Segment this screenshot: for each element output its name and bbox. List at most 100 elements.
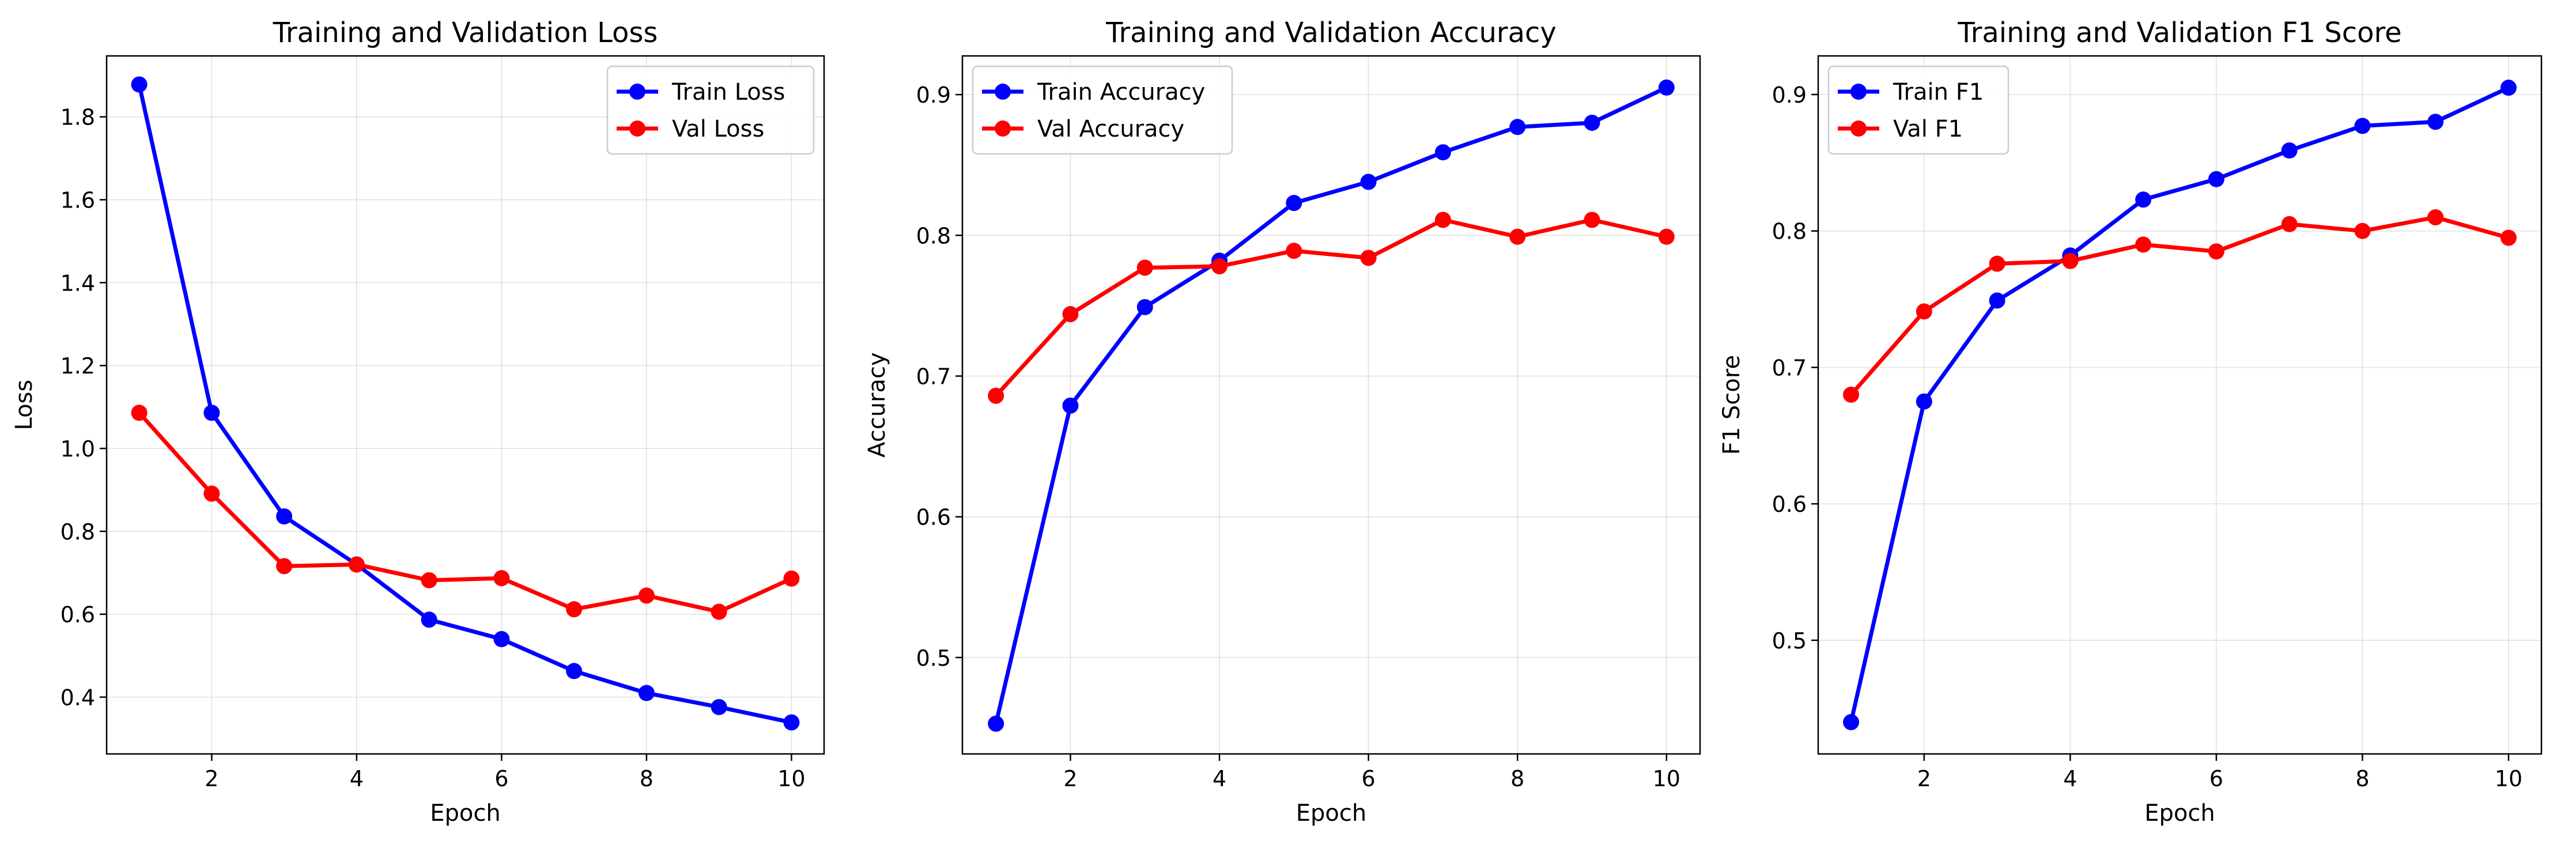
- y-tick-label: 1.2: [61, 353, 95, 379]
- y-tick-label: 0.6: [916, 505, 951, 530]
- data-point: [1843, 386, 1860, 403]
- plot-frame: [961, 55, 1701, 755]
- legend-entry-label: Train F1: [1893, 79, 1984, 105]
- data-point: [711, 699, 727, 715]
- y-tick-label: 0.8: [1772, 219, 1807, 244]
- chart-title: Training and Validation Loss: [273, 17, 658, 49]
- data-point: [1989, 255, 2005, 272]
- y-axis-label: Accuracy: [864, 352, 890, 458]
- data-point: [1136, 259, 1153, 276]
- data-point: [566, 663, 583, 680]
- data-point: [493, 631, 510, 647]
- data-point: [1989, 292, 2005, 309]
- data-point: [1360, 250, 1377, 266]
- data-point: [2135, 191, 2152, 208]
- y-axis-label: Loss: [11, 380, 37, 431]
- legend-entry-label: Val Loss: [672, 116, 764, 142]
- x-axis-label: Epoch: [2144, 800, 2215, 827]
- x-axis-label: Epoch: [1296, 800, 1366, 827]
- series-line-2: [994, 217, 1669, 398]
- legend-swatch-marker: [629, 84, 645, 100]
- data-point: [2281, 142, 2298, 159]
- y-tick-label: 0.7: [916, 364, 951, 389]
- x-tick-label: 6: [494, 766, 508, 791]
- series-line-1: [137, 82, 794, 725]
- plot-frame: [1817, 55, 2543, 755]
- x-tick-label: 6: [2209, 766, 2223, 791]
- data-point: [203, 405, 220, 421]
- legend: Train Accuracy Val Accuracy: [972, 65, 1233, 155]
- y-tick-label: 0.8: [916, 223, 951, 248]
- legend-entry-label: Val Accuracy: [1037, 116, 1184, 142]
- data-point: [783, 570, 800, 587]
- chart-title: Training and Validation Accuracy: [1105, 17, 1557, 49]
- data-point: [638, 587, 655, 604]
- y-tick-label: 1.4: [61, 270, 95, 296]
- data-point: [1584, 114, 1600, 131]
- x-tick-label: 8: [1510, 766, 1524, 791]
- data-point: [2354, 222, 2371, 239]
- x-tick-label: 10: [777, 766, 805, 791]
- legend-box: [972, 65, 1233, 155]
- data-point: [203, 485, 220, 502]
- chart-panel-2: 2 4 6 8 10 0.5 0.6 0.7 0.8 0.9 Training and Valida…: [864, 17, 1701, 827]
- data-point: [1658, 228, 1675, 245]
- y-tick-label: 0.4: [61, 685, 95, 710]
- data-point: [566, 601, 583, 618]
- y-tick-label: 1.6: [61, 188, 95, 213]
- data-point: [988, 715, 1004, 732]
- chart-panel-1: 2 4 6 8 10 0.4 0.6 0.8 1.0 1.2 1.4 1.6 1.8 Training a…: [11, 17, 825, 827]
- data-point: [2135, 236, 2152, 253]
- data-point: [711, 603, 727, 620]
- y-tick-label: 0.7: [1772, 355, 1807, 380]
- y-tick-label: 0.6: [61, 602, 95, 628]
- data-point: [348, 556, 365, 573]
- legend-swatch-marker: [995, 84, 1011, 100]
- x-tick-label: 10: [1653, 766, 1680, 791]
- y-tick-label: 0.9: [1772, 82, 1807, 108]
- data-point: [988, 387, 1004, 404]
- x-tick-label: 4: [350, 766, 364, 791]
- legend-entry-label: Train Accuracy: [1037, 79, 1205, 105]
- plot-frame: [105, 55, 825, 755]
- x-tick-label: 8: [640, 766, 654, 791]
- series-line-2: [137, 410, 794, 614]
- data-point: [1286, 243, 1302, 259]
- data-point: [2500, 229, 2517, 246]
- x-tick-label: 2: [1063, 766, 1077, 791]
- y-tick-label: 1.0: [61, 436, 95, 462]
- y-tick-label: 0.8: [61, 519, 95, 545]
- data-point: [1509, 119, 1526, 135]
- legend-swatch-marker: [1850, 120, 1867, 137]
- y-tick-label: 0.6: [1772, 492, 1807, 517]
- legend-swatch-marker: [995, 120, 1011, 137]
- y-tick-label: 0.5: [1772, 628, 1807, 654]
- data-point: [1062, 306, 1079, 323]
- legend-swatch-marker: [1850, 84, 1867, 100]
- data-point: [638, 685, 655, 701]
- legend-entry-label: Val F1: [1893, 116, 1963, 142]
- legend-box: [606, 65, 815, 155]
- data-point: [2281, 216, 2298, 232]
- y-axis-label: F1 Score: [1718, 355, 1745, 455]
- chart-title: Training and Validation F1 Score: [1957, 17, 2401, 49]
- data-point: [2208, 171, 2224, 187]
- data-point: [493, 570, 510, 587]
- data-point: [276, 508, 293, 525]
- data-point: [131, 405, 148, 421]
- legend: Train F1 Val F1: [1827, 65, 2010, 155]
- data-point: [1360, 173, 1377, 190]
- legend-entry-label: Train Loss: [671, 79, 785, 105]
- data-point: [131, 76, 148, 93]
- x-tick-label: 6: [1362, 766, 1376, 791]
- series-line-2: [1849, 215, 2511, 397]
- data-point: [1916, 303, 1932, 320]
- data-point: [276, 558, 293, 575]
- data-point: [1136, 299, 1153, 315]
- data-point: [1584, 212, 1600, 228]
- legend-swatch-marker: [629, 120, 645, 137]
- data-point: [2427, 209, 2444, 226]
- y-tick-label: 1.8: [61, 105, 95, 130]
- y-tick-label: 0.9: [916, 82, 951, 108]
